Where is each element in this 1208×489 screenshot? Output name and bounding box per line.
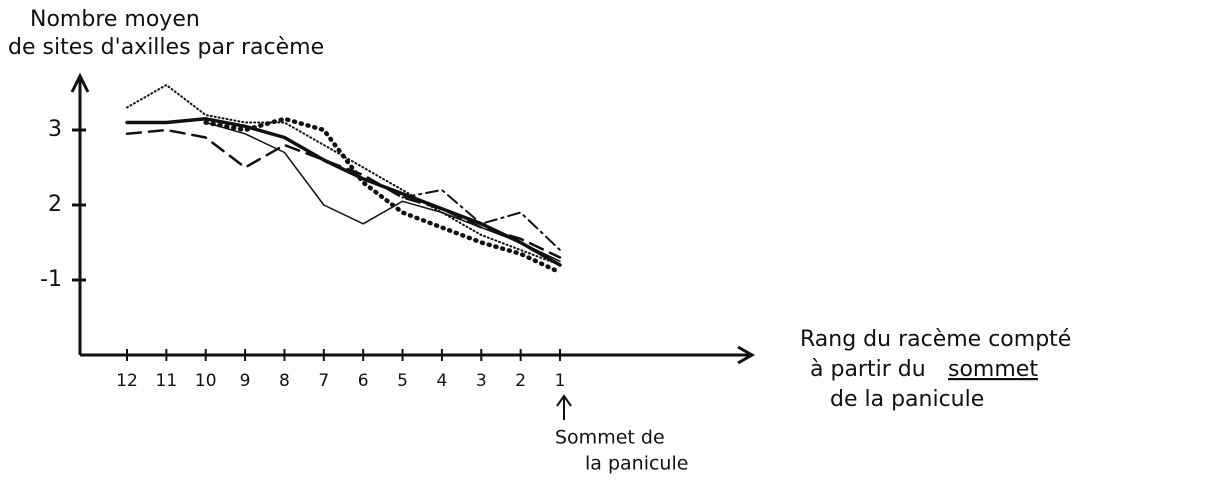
data-line: [204, 121, 561, 263]
y-tick-label: 2: [48, 192, 62, 217]
x-tick-label: 1: [555, 371, 566, 391]
y-tick-label: -1: [40, 267, 62, 292]
x-axis-title: Rang du racème compté: [800, 327, 1071, 352]
data-line: [203, 116, 563, 275]
x-tick-label: 9: [240, 371, 251, 391]
y-axis-title: de sites d'axilles par racème: [8, 35, 324, 60]
y-tick-label: 3: [48, 117, 62, 142]
y-axis: [70, 72, 90, 355]
x-tick-label: 6: [358, 371, 369, 391]
x-axis-title: à partir du: [810, 357, 926, 382]
x-axis-title: sommet: [948, 357, 1038, 382]
annotation: Sommet de: [555, 427, 665, 449]
x-axis: [80, 345, 756, 365]
x-tick-label: 8: [279, 371, 290, 391]
x-axis-title: de la panicule: [830, 387, 984, 412]
x-tick-label: 5: [397, 371, 408, 391]
x-tick-label: 2: [515, 371, 526, 391]
annotation: la panicule: [585, 453, 688, 475]
data-line: [401, 189, 561, 251]
y-axis-title: Nombre moyen: [30, 7, 200, 32]
data-line: [126, 84, 561, 266]
x-tick-label: 11: [156, 371, 178, 391]
data-line: [125, 128, 562, 259]
data-line: [125, 117, 562, 267]
x-tick-label: 3: [476, 371, 487, 391]
x-tick-label: 12: [116, 371, 138, 391]
annotation-arrow: [556, 394, 572, 420]
x-tick-label: 10: [195, 371, 217, 391]
x-tick-label: 4: [436, 371, 447, 391]
x-tick-label: 7: [318, 371, 329, 391]
